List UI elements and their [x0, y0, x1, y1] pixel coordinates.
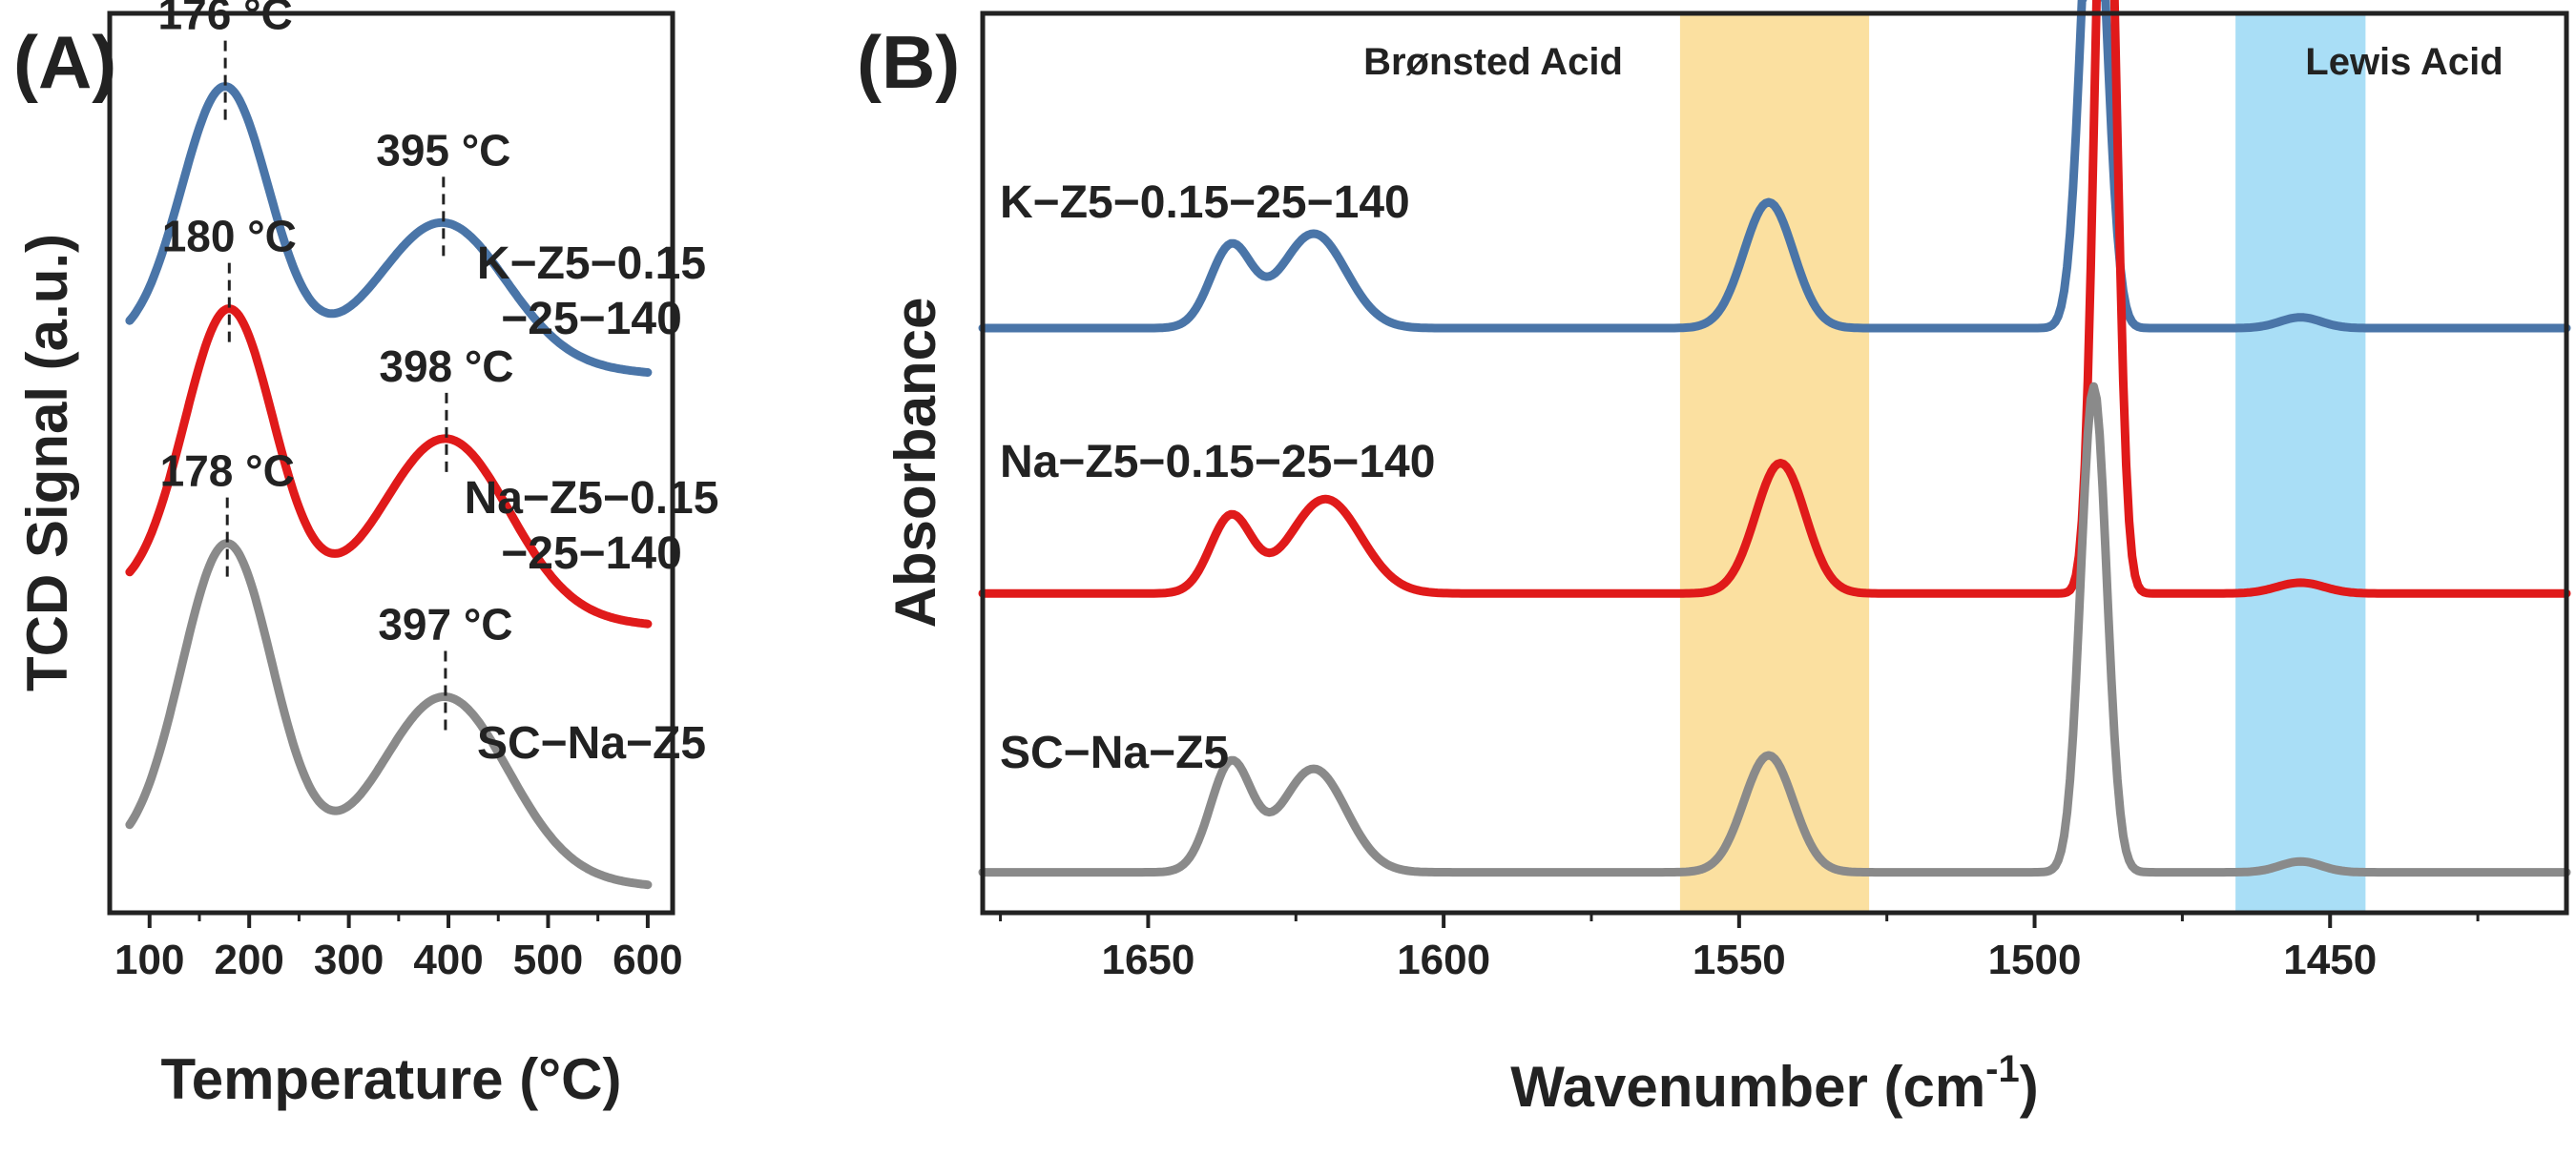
x-tick-label-b-4: 1450 — [2283, 937, 2377, 983]
series-label-a-1-1: −25−140 — [501, 528, 682, 579]
peak-label-a-5: 397 °C — [378, 600, 512, 650]
panel-a-annotations: 176 °C 395 °C 180 °C 398 °C 178 °C 397 °C — [158, 0, 514, 737]
peak-label-a-2: 180 °C — [162, 212, 297, 261]
x-tick-label-b-3: 1500 — [1988, 937, 2082, 983]
series-label-b-0: K−Z5−0.15−25−140 — [1000, 177, 1410, 228]
acid-band-label-1: Lewis Acid — [2305, 41, 2503, 83]
panel-b-x-axis-label-main: Wavenumber (cm — [1510, 1055, 1985, 1119]
panel-a-label: (A) — [13, 20, 116, 104]
series-line-b-1 — [978, 0, 2571, 598]
acid-band-1 — [2235, 13, 2366, 913]
panel-b-y-axis-label: Absorbance — [883, 298, 947, 629]
panel-b-x-axis-label: Wavenumber (cm-1) — [1510, 1048, 2038, 1119]
peak-label-a-1: 395 °C — [376, 125, 510, 175]
panel-a-series — [125, 82, 653, 890]
acid-band-label-0: Brønsted Acid — [1363, 41, 1623, 83]
peak-label-a-3: 398 °C — [379, 341, 513, 391]
panel-b-x-axis-label-end: ) — [2020, 1055, 2039, 1119]
x-tick-label-b-2: 1550 — [1693, 937, 1786, 983]
series-label-a-1-0: Na−Z5−0.15 — [465, 473, 719, 524]
panel-b-legend: K−Z5−0.15−25−140 Na−Z5−0.15−25−140 SC−Na−Z… — [1000, 177, 1435, 778]
series-label-b-1: Na−Z5−0.15−25−140 — [1000, 437, 1435, 487]
x-tick-label-a-1: 200 — [214, 937, 283, 983]
series-line-a-0 — [125, 82, 653, 377]
peak-label-a-0: 176 °C — [158, 0, 293, 39]
series-line-a-1 — [125, 304, 653, 629]
panel-a-legend: K−Z5−0.15−25−140Na−Z5−0.15−25−140SC−Na−Z… — [465, 238, 719, 769]
panel-b-x-axis-label-sup: -1 — [1985, 1048, 2020, 1090]
peak-label-a-4: 178 °C — [160, 446, 295, 496]
panel-b: (B) Brønsted Acid Lewis Acid K−Z5−0.15−25… — [857, 0, 2571, 1119]
x-tick-label-b-1: 1600 — [1397, 937, 1490, 983]
panel-b-x-ticks: 1650 1600 1550 1500 1450 — [999, 913, 2480, 983]
series-line-b-0 — [978, 0, 2571, 333]
x-tick-label-a-3: 400 — [413, 937, 483, 983]
series-line-a-2 — [125, 539, 653, 890]
panel-a-y-axis-label: TCD Signal (a.u.) — [15, 234, 79, 691]
series-label-a-2-0: SC−Na−Z5 — [477, 718, 706, 769]
x-tick-label-b-0: 1650 — [1101, 937, 1195, 983]
panel-a-x-axis-label: Temperature (°C) — [161, 1047, 622, 1111]
panel-b-bands: Brønsted Acid Lewis Acid — [1363, 13, 2503, 913]
series-line-b-2 — [978, 382, 2571, 877]
series-label-a-0-1: −25−140 — [501, 294, 682, 344]
series-label-b-2: SC−Na−Z5 — [1000, 728, 1229, 778]
panel-a-x-ticks: 100 200 300 400 500 600 — [114, 913, 683, 983]
x-tick-label-a-4: 500 — [513, 937, 583, 983]
x-tick-label-a-5: 600 — [613, 937, 682, 983]
panel-b-series — [978, 0, 2571, 877]
panel-a-frame — [107, 10, 675, 916]
panel-a: (A) 176 °C 395 °C 180 °C 398 °C 178 °C 397 °C… — [13, 0, 718, 1111]
series-label-a-0-0: K−Z5−0.15 — [477, 238, 706, 289]
panel-b-label: (B) — [857, 20, 960, 104]
panel-b-frame — [980, 10, 2569, 916]
x-tick-label-a-0: 100 — [114, 937, 184, 983]
x-tick-label-a-2: 300 — [314, 937, 384, 983]
